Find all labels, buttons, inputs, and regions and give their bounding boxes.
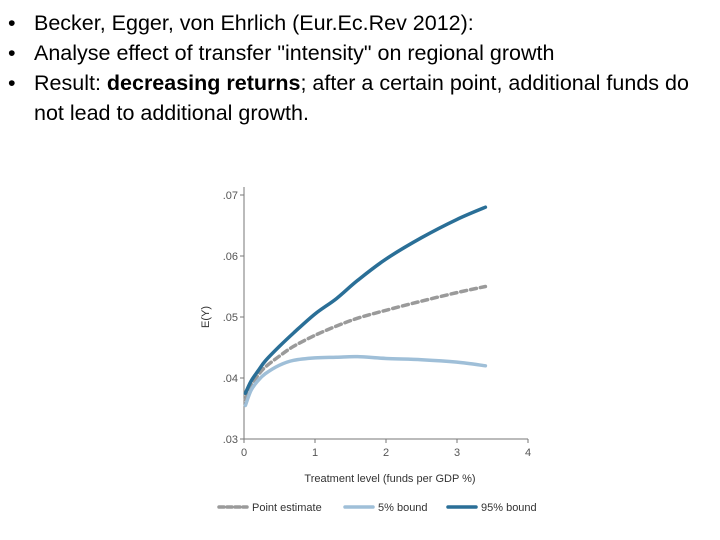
- x-tick-label: 1: [312, 447, 318, 459]
- legend-label-5-bound: 5% bound: [378, 502, 428, 514]
- bullet-text: Analyse effect of transfer "intensity" o…: [34, 41, 555, 65]
- x-tick-label: 2: [383, 447, 389, 459]
- x-tick-label: 0: [241, 447, 247, 459]
- bullet-text: Becker, Egger, von Ehrlich (Eur.Ec.Rev 2…: [34, 11, 474, 35]
- bullet-prefix: Result:: [34, 71, 107, 95]
- x-tick-label: 4: [525, 447, 531, 459]
- series-line-point-estimate: [243, 284, 488, 402]
- bullet-dot-icon: •: [8, 71, 16, 95]
- x-axis-title: Treatment level (funds per GDP %): [304, 473, 475, 485]
- bullet-bold-text: decreasing returns: [106, 71, 301, 95]
- bullet-dot-icon: •: [8, 11, 16, 35]
- y-tick-label: .03: [223, 434, 238, 446]
- x-tick-label: 3: [454, 447, 460, 459]
- y-tick-label: .05: [223, 312, 238, 324]
- legend-label-95-bound: 95% bound: [481, 502, 537, 514]
- series-line-5-bound: [243, 354, 488, 408]
- legend-label-point-estimate: Point estimate: [252, 502, 322, 514]
- chart-legend: Point estimate 5% bound 95% bound: [217, 502, 537, 514]
- chart-axes: .03 .04 .05 .06 .07 0 1 2 3 4 E(Y) Treatment level …: [200, 187, 531, 485]
- y-tick-label: .06: [223, 251, 238, 263]
- y-tick-label: .04: [223, 373, 238, 385]
- bullet-item: • Becker, Egger, von Ehrlich (Eur.Ec.Rev…: [0, 8, 716, 38]
- bullet-dot-icon: •: [8, 41, 16, 65]
- series-line-95-bound: [243, 205, 488, 395]
- chart-series: [243, 205, 488, 408]
- bullet-item: • Analyse effect of transfer "intensity"…: [0, 38, 716, 68]
- bullet-list: • Becker, Egger, von Ehrlich (Eur.Ec.Rev…: [0, 8, 716, 128]
- y-tick-label: .07: [223, 190, 238, 202]
- bullet-item: • Result: decreasing returns; after a ce…: [0, 68, 716, 128]
- y-axis-title: E(Y): [200, 306, 212, 328]
- bullet-suffix: ; after a certain point, additional fund…: [34, 71, 689, 125]
